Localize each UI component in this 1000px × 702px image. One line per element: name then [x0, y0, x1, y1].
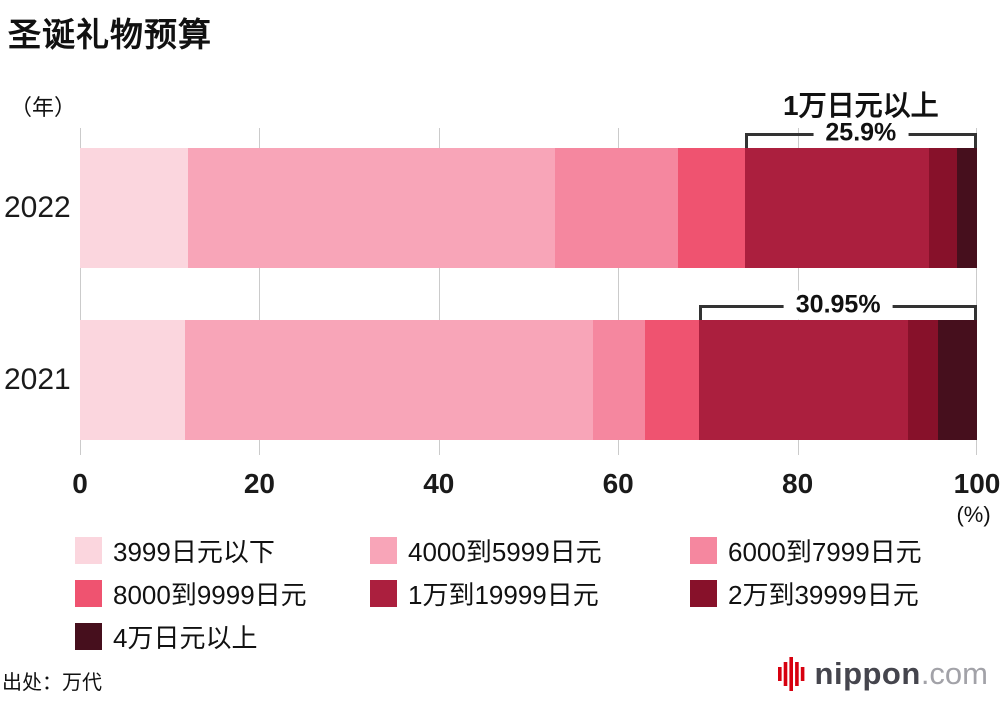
gridline: [618, 128, 620, 455]
bar-segment: [645, 320, 700, 440]
bar-segment: [744, 148, 930, 268]
legend-label: 4000到5999日元: [408, 536, 602, 567]
bar-segment: [80, 148, 188, 268]
legend-label: 6000到7999日元: [728, 536, 922, 567]
annotation-bracket-2021: 30.95%: [699, 290, 977, 320]
gridline: [259, 128, 261, 455]
bar-segment: [907, 320, 938, 440]
x-tick-label: 60: [602, 468, 634, 499]
bar-segment: [593, 320, 646, 440]
bar-2022: [80, 148, 977, 268]
legend-item: 4万日元以上: [75, 619, 257, 653]
legend-item: 2万到39999日元: [690, 576, 919, 610]
logo-text: nippon: [814, 656, 921, 691]
legend-item: 3999日元以下: [75, 533, 275, 567]
legend-label: 2万到39999日元: [728, 579, 919, 610]
annotation-bracket-2022: 1万日元以上 25.9%: [744, 90, 977, 148]
x-tick-label: 100: [953, 468, 1000, 499]
legend-label: 1万到19999日元: [408, 579, 599, 610]
bar-segment: [80, 320, 185, 440]
bar-segment: [678, 148, 745, 268]
x-tick-label: 40: [423, 468, 455, 499]
bar-segment: [957, 148, 977, 268]
plot-area: 1万日元以上 25.9% 30.95%: [80, 90, 977, 455]
legend-swatch: [75, 579, 102, 607]
legend-item: 6000到7999日元: [690, 533, 922, 567]
annotation-value: 30.95%: [783, 290, 893, 320]
nippon-logo-icon: [777, 657, 804, 691]
legend-swatch: [690, 579, 717, 607]
gridline: [976, 128, 977, 455]
x-tick-label: 20: [243, 468, 275, 499]
bar-segment: [929, 148, 958, 268]
annotation-value: 25.9%: [813, 118, 909, 148]
y-axis-unit-label: （年）: [10, 95, 77, 120]
legend-label: 3999日元以下: [113, 536, 275, 567]
x-tick-label: 0: [72, 468, 88, 499]
source-text: 出处：万代: [2, 672, 102, 694]
x-axis-unit-label: (%): [956, 502, 991, 527]
bar-segment: [555, 148, 679, 268]
bar-segment: [937, 320, 977, 440]
bar-segment: [187, 148, 556, 268]
legend-swatch: [75, 536, 102, 564]
category-label: 2021: [4, 363, 71, 396]
bar-segment: [184, 320, 594, 440]
x-tick-label: 80: [782, 468, 814, 499]
nippon-logo: nippon .com: [777, 654, 988, 694]
legend-swatch: [690, 536, 717, 564]
gridline: [80, 128, 81, 455]
annotation-title: 1万日元以上: [783, 90, 939, 121]
logo-suffix-text: .com: [920, 656, 988, 691]
bar-2021: [80, 320, 977, 440]
legend-item: 8000到9999日元: [75, 576, 307, 610]
category-label: 2022: [4, 191, 71, 224]
chart-title: 圣诞礼物预算: [8, 16, 212, 53]
legend-swatch: [370, 579, 397, 607]
legend-item: 4000到5999日元: [370, 533, 602, 567]
legend-label: 4万日元以上: [113, 622, 258, 653]
bar-segment: [699, 320, 908, 440]
legend-label: 8000到9999日元: [113, 579, 307, 610]
gridline: [438, 128, 440, 455]
legend: 3999日元以下 4000到5999日元 6000到7999日元 8000到9999日…: [75, 533, 995, 665]
legend-swatch: [370, 536, 397, 564]
legend-swatch: [75, 622, 102, 650]
legend-item: 1万到19999日元: [370, 576, 599, 610]
